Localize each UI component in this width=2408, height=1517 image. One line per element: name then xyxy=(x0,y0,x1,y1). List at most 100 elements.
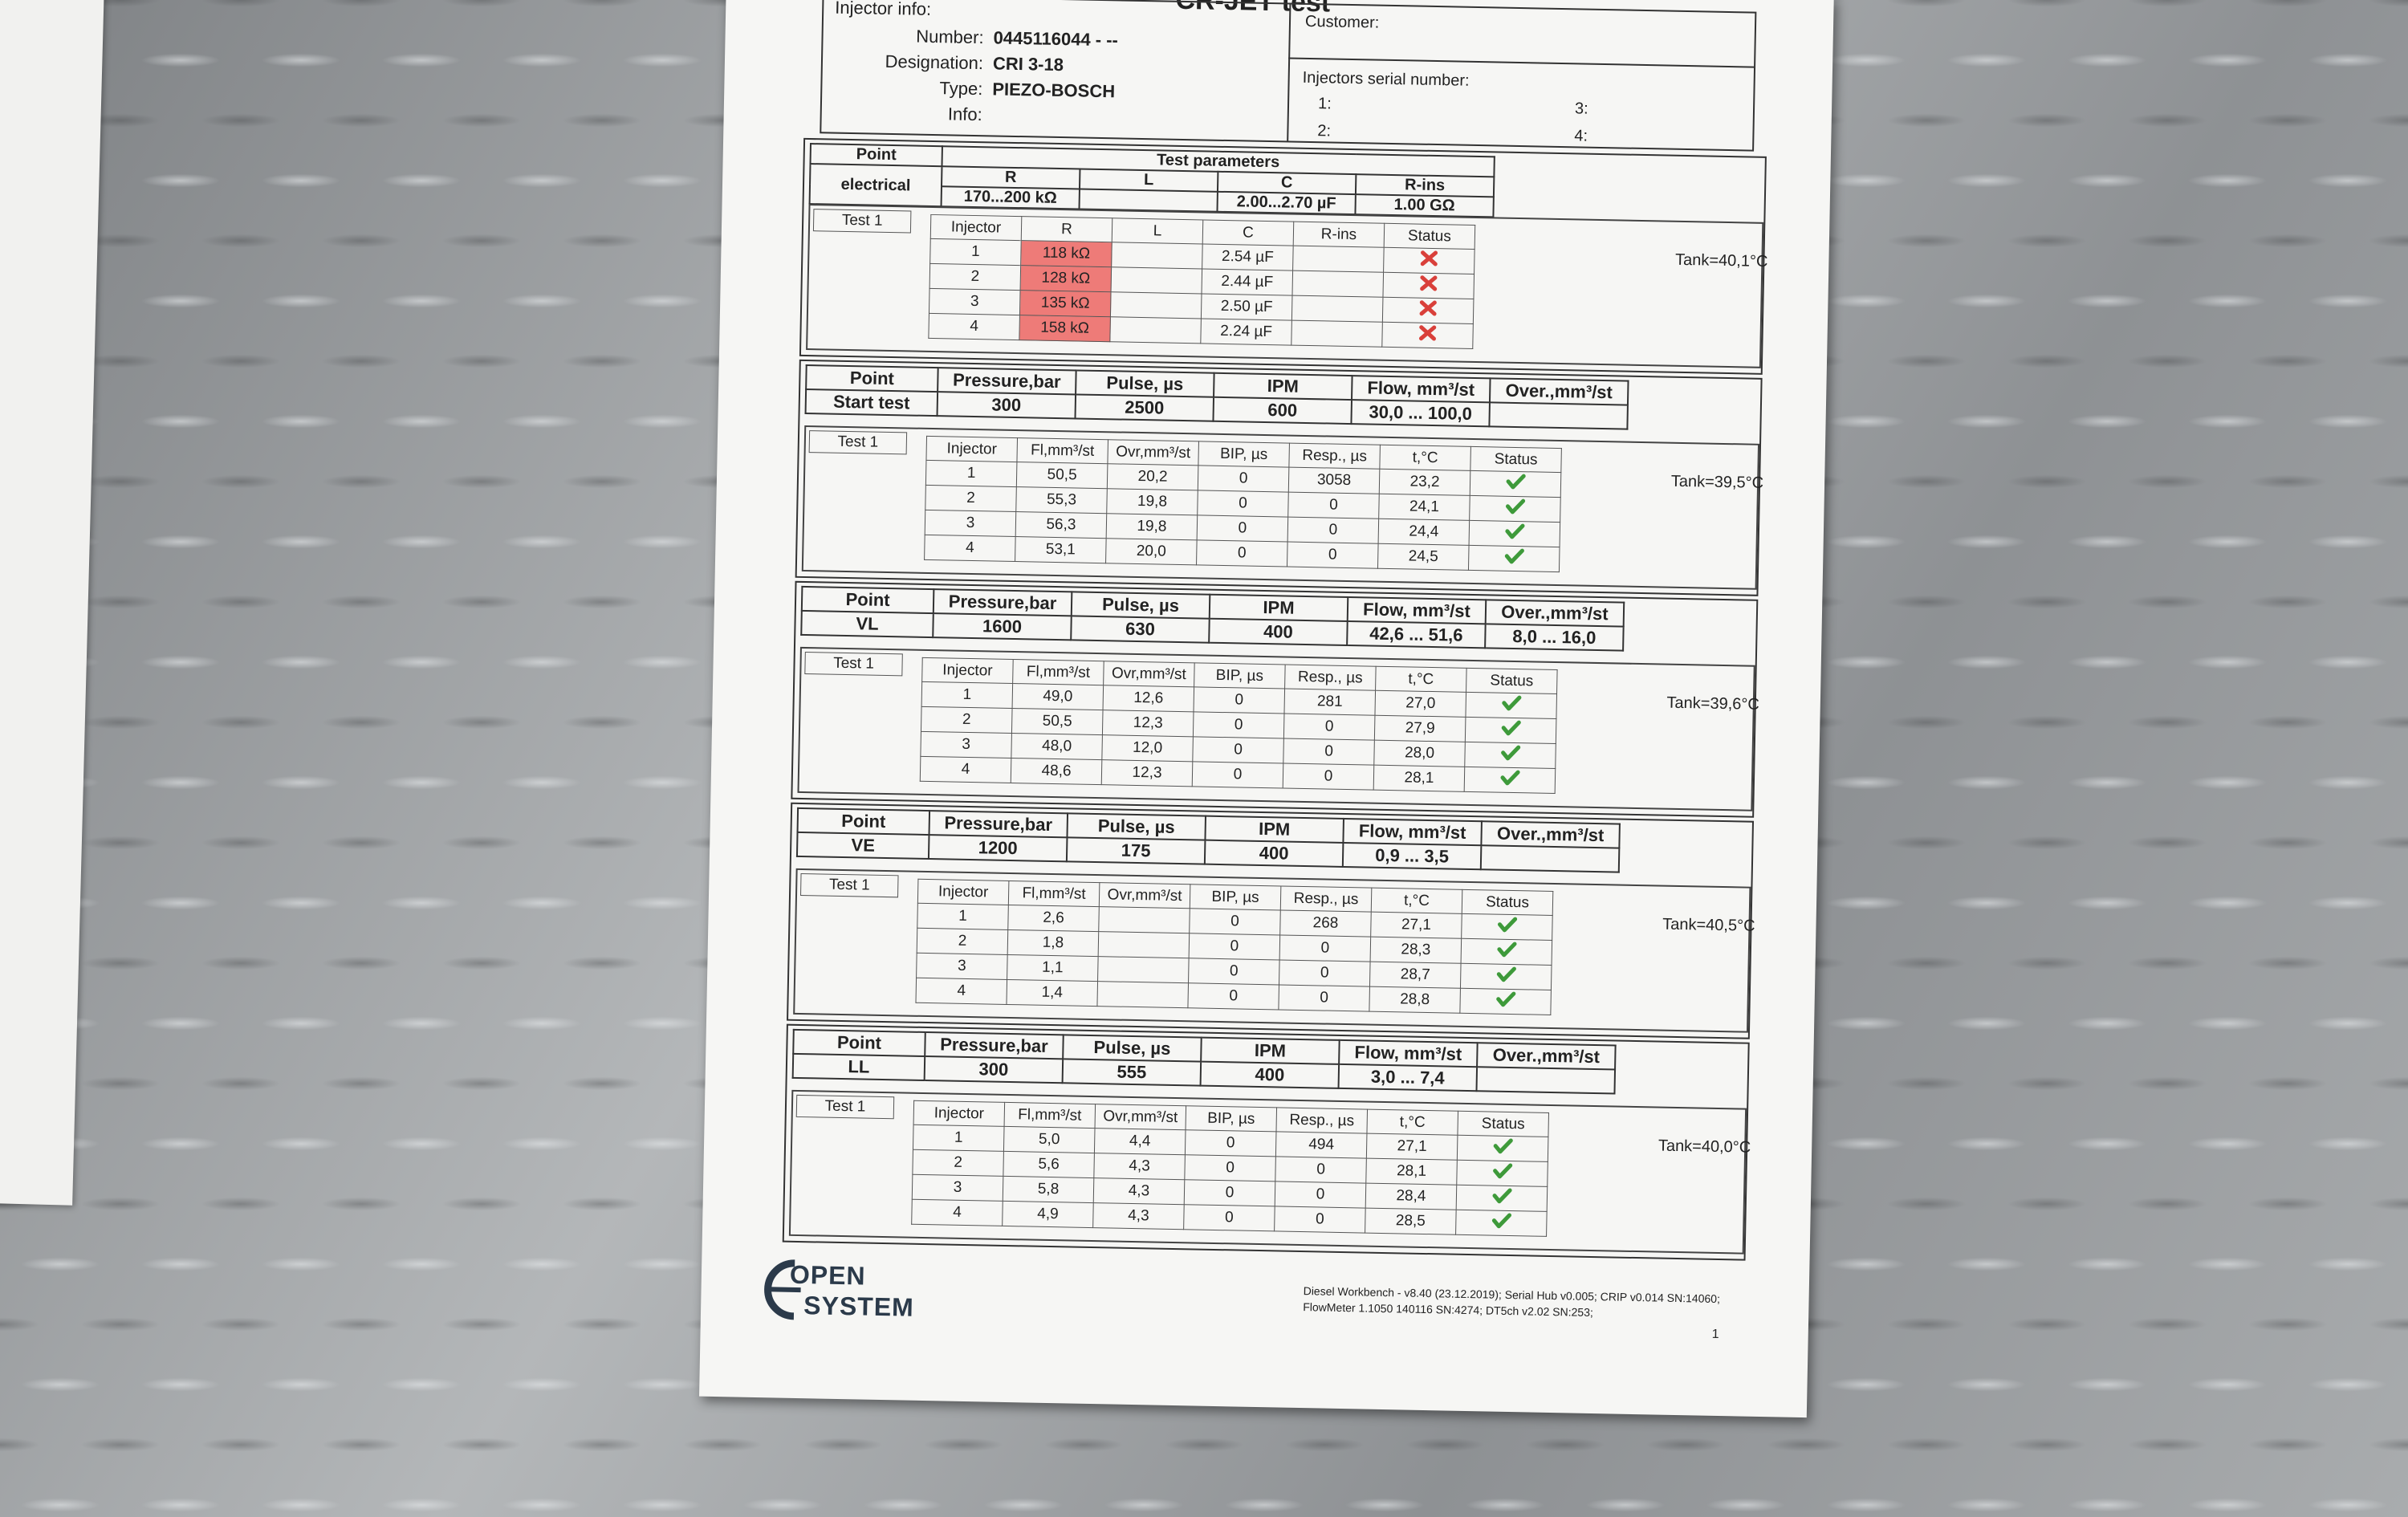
field-value: CRI 3-18 xyxy=(992,53,1064,75)
test-section: Point Test parameters electrical R L C R-ins 17… xyxy=(799,137,1768,375)
result-cell xyxy=(1111,266,1202,294)
status-icon xyxy=(1500,770,1520,786)
result-cell xyxy=(1098,906,1190,933)
customer-label: Customer: xyxy=(1304,12,1380,32)
result-cell: 55,3 xyxy=(1015,486,1108,514)
page-number: 1 xyxy=(1711,1327,1719,1342)
status-cell xyxy=(1461,938,1552,966)
result-cell: 0 xyxy=(1183,1204,1275,1231)
result-row: 1 50,5 20,2 0 3058 23,2 xyxy=(925,460,1561,498)
column-header: BIP, µs xyxy=(1194,662,1286,689)
result-cell: 1 xyxy=(917,903,1009,930)
result-cell: 0 xyxy=(1196,539,1288,567)
result-cell: 4 xyxy=(928,313,1020,340)
result-cell: 53,1 xyxy=(1015,536,1107,563)
result-cell: 28,5 xyxy=(1365,1208,1457,1235)
param-header: Over.,mm³/st xyxy=(1477,1043,1616,1070)
result-cell: 0 xyxy=(1275,1156,1367,1184)
result-cell: 2 xyxy=(929,263,1021,291)
status-cell xyxy=(1469,495,1561,523)
pass-mark xyxy=(1501,720,1521,736)
test-label: Test 1 xyxy=(808,430,908,455)
serial-slot: 3: xyxy=(1574,100,1588,118)
result-cell: 0 xyxy=(1193,711,1284,739)
result-row: 1 118 kΩ 2.54 µF xyxy=(929,238,1475,275)
column-header: Resp., µs xyxy=(1280,885,1372,913)
result-cell: 1 xyxy=(925,460,1017,487)
param-header: Pulse, µs xyxy=(1067,813,1206,840)
field-value: 0445116044 - -- xyxy=(993,27,1119,51)
status-cell xyxy=(1382,272,1474,299)
pass-mark xyxy=(1506,474,1526,490)
param-header: Point xyxy=(806,365,938,392)
result-cell: 0 xyxy=(1189,908,1281,935)
result-cell: 0 xyxy=(1287,492,1380,519)
serial-slot: 1: xyxy=(1317,95,1332,113)
column-header: Ovr,mm³/st xyxy=(1095,1104,1186,1130)
status-icon xyxy=(1497,917,1518,933)
pass-mark xyxy=(1491,1213,1512,1229)
param-value: 1200 xyxy=(928,835,1068,862)
pass-mark xyxy=(1502,695,1522,711)
pass-mark xyxy=(1492,1188,1512,1204)
result-cell: 2 xyxy=(925,485,1017,512)
status-cell xyxy=(1469,520,1560,547)
result-row: 3 5,8 4,3 0 0 28,4 xyxy=(912,1174,1548,1212)
param-header: IPM xyxy=(1214,372,1352,401)
result-cell: 28,8 xyxy=(1369,986,1461,1014)
status-cell xyxy=(1461,913,1553,941)
column-header: C xyxy=(1202,219,1294,246)
param-value: 8,0 ... 16,0 xyxy=(1485,624,1624,651)
test-section: Point Pressure,bar Pulse, µs IPM Flow, mm³/s… xyxy=(791,580,1759,818)
result-cell: 4 xyxy=(911,1199,1003,1226)
serial-slot: 2: xyxy=(1317,122,1332,140)
param-header: Pulse, µs xyxy=(1071,592,1210,619)
test-box: Test 1 Injector Fl,mm³/st Ovr,mm³/st BIP, µs… xyxy=(788,1089,1751,1255)
result-cell xyxy=(1109,316,1202,344)
param-header: R xyxy=(942,166,1080,189)
result-cell: 28,4 xyxy=(1365,1183,1457,1210)
test-label: Test 1 xyxy=(812,209,912,234)
pass-mark xyxy=(1505,498,1526,514)
report-sheet: CR-JET test Injector info: Number: 044511… xyxy=(699,0,1834,1418)
result-cell xyxy=(1097,956,1190,983)
status-icon xyxy=(1506,474,1526,490)
status-icon xyxy=(1491,1213,1512,1229)
result-cell xyxy=(1291,320,1383,348)
serial-slot: 4: xyxy=(1574,127,1588,145)
result-cell: 268 xyxy=(1279,909,1372,937)
param-header: Pressure,bar xyxy=(929,811,1068,838)
result-row: 4 4,9 4,3 0 0 28,5 xyxy=(911,1199,1548,1237)
param-header: IPM xyxy=(1201,1037,1340,1064)
header-box: Injector info: Number: 0445116044 - -- Des… xyxy=(820,0,1757,152)
result-row: 1 2,6 0 268 27,1 xyxy=(917,903,1553,941)
result-cell: 0 xyxy=(1279,959,1371,987)
column-header: t,°C xyxy=(1371,888,1462,914)
result-cell: 0 xyxy=(1198,465,1289,493)
param-value: 2.00...2.70 µF xyxy=(1217,191,1356,215)
field-label: Type: xyxy=(939,78,983,100)
pass-mark xyxy=(1504,548,1524,564)
result-cell: 23,2 xyxy=(1379,469,1470,496)
result-row: 3 135 kΩ 2.50 µF xyxy=(929,288,1474,324)
result-table: Injector Fl,mm³/st Ovr,mm³/st BIP, µs Resp.,… xyxy=(924,436,1562,572)
pass-mark xyxy=(1496,991,1516,1007)
status-icon xyxy=(1420,275,1438,291)
status-cell xyxy=(1465,692,1557,719)
test-box: Test 1 Injector Fl,mm³/st Ovr,mm³/st BIP, µs… xyxy=(797,646,1759,811)
result-table: Injector Fl,mm³/st Ovr,mm³/st BIP, µs Resp.,… xyxy=(915,879,1553,1015)
result-cell: 5,0 xyxy=(1003,1126,1096,1153)
status-icon xyxy=(1418,325,1437,341)
param-header: L xyxy=(1079,169,1218,192)
info-field: Number: 0445116044 - -- xyxy=(824,24,1273,51)
param-header: Point xyxy=(810,144,942,167)
status-cell xyxy=(1464,742,1556,769)
status-cell xyxy=(1456,1185,1548,1212)
result-row: 1 5,0 4,4 0 494 27,1 xyxy=(913,1125,1548,1162)
status-cell xyxy=(1470,470,1561,498)
result-cell: 56,3 xyxy=(1015,511,1107,539)
result-cell: 49,0 xyxy=(1012,683,1104,710)
info-field: Info: xyxy=(822,101,1271,124)
result-cell: 2.50 µF xyxy=(1201,293,1292,321)
result-cell: 24,5 xyxy=(1377,543,1470,571)
